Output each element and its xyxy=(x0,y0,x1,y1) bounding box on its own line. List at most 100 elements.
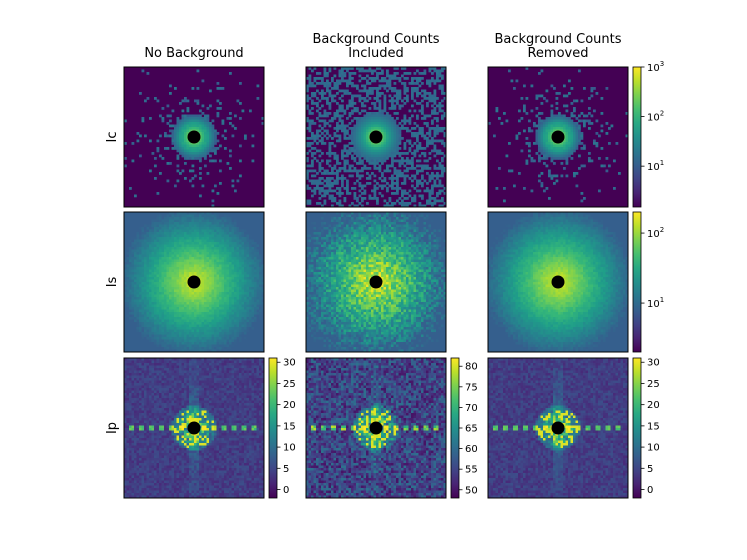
heatmap-cell xyxy=(184,257,187,260)
heatmap-cell xyxy=(306,152,309,155)
heatmap-cell xyxy=(196,119,200,123)
heatmap-cell xyxy=(438,104,442,108)
heatmap-cell xyxy=(124,119,127,123)
heatmap-cell xyxy=(226,259,230,263)
heatmap-cell xyxy=(361,134,364,138)
heatmap-cell xyxy=(174,249,177,253)
heatmap-cell xyxy=(156,307,160,310)
heatmap-cell xyxy=(373,107,377,110)
heatmap-cell xyxy=(216,242,220,245)
heatmap-cell xyxy=(211,247,215,250)
heatmap-cell xyxy=(199,117,202,120)
heatmap-cell xyxy=(254,252,257,255)
heatmap-cell xyxy=(154,212,157,215)
heatmap-cell xyxy=(313,77,317,80)
heatmap-cell xyxy=(406,192,409,195)
heatmap-cell xyxy=(373,144,377,148)
heatmap-cell xyxy=(416,164,419,168)
heatmap-cell xyxy=(239,272,242,275)
heatmap-cell xyxy=(373,114,377,118)
heatmap-cell xyxy=(398,107,402,110)
heatmap-cell xyxy=(368,69,372,73)
heatmap-cell xyxy=(259,314,262,318)
heatmap-cell xyxy=(154,252,157,255)
heatmap-cell xyxy=(134,287,137,290)
heatmap-cell xyxy=(166,224,170,228)
heatmap-cell xyxy=(393,154,397,158)
heatmap-cell xyxy=(423,69,427,73)
heatmap-cell xyxy=(209,314,212,318)
heatmap-cell xyxy=(164,314,167,318)
heatmap-cell xyxy=(523,84,526,88)
heatmap-cell xyxy=(139,279,142,283)
masked-center xyxy=(551,130,565,144)
heatmap-cell xyxy=(428,134,432,138)
heatmap-cell xyxy=(124,297,127,300)
heatmap-cell xyxy=(236,282,240,285)
heatmap-cell xyxy=(141,282,145,285)
heatmap-cell xyxy=(219,227,222,230)
heatmap-cell xyxy=(428,69,432,73)
heatmap-cell xyxy=(176,122,180,125)
heatmap-cell xyxy=(169,134,172,138)
heatmap-cell xyxy=(346,152,349,155)
heatmap-cell xyxy=(423,179,427,183)
heatmap-cell xyxy=(199,269,202,273)
masked-center xyxy=(187,130,201,144)
heatmap-cell xyxy=(383,132,387,135)
heatmap-cell xyxy=(199,237,202,240)
heatmap-cell xyxy=(525,67,529,70)
heatmap-cell xyxy=(353,147,357,150)
heatmap-cell xyxy=(181,254,185,258)
heatmap-cell xyxy=(129,287,132,290)
heatmap-cell xyxy=(166,219,170,223)
heatmap-cell xyxy=(249,232,252,235)
heatmap-cell xyxy=(256,212,260,215)
heatmap-cell xyxy=(199,262,202,265)
heatmap-cell xyxy=(184,319,187,323)
heatmap-cell xyxy=(226,227,230,230)
heatmap-cell xyxy=(189,257,192,260)
heatmap-cell xyxy=(216,289,220,293)
heatmap-cell xyxy=(381,77,384,80)
heatmap-cell xyxy=(171,319,175,323)
heatmap-cell xyxy=(376,74,379,78)
heatmap-cell xyxy=(169,84,172,88)
heatmap-cell xyxy=(131,214,135,218)
heatmap-cell xyxy=(244,219,247,223)
heatmap-cell xyxy=(194,239,197,243)
heatmap-cell xyxy=(126,272,130,275)
heatmap-cell xyxy=(575,117,579,120)
heatmap-cell xyxy=(201,112,205,115)
heatmap-cell xyxy=(311,69,314,73)
heatmap-cell xyxy=(149,272,152,275)
heatmap-cell xyxy=(348,77,352,80)
heatmap-cell xyxy=(169,252,172,255)
heatmap-cell xyxy=(126,279,130,283)
heatmap-cell xyxy=(181,289,185,293)
heatmap-cell xyxy=(176,232,180,235)
heatmap-cell xyxy=(161,239,165,243)
heatmap-cell xyxy=(438,87,442,90)
heatmap-cell xyxy=(368,149,372,153)
heatmap-cell xyxy=(156,274,160,278)
heatmap-cell xyxy=(398,139,402,143)
heatmap-cell xyxy=(211,219,215,223)
heatmap-cell xyxy=(431,72,434,75)
heatmap-cell xyxy=(186,267,190,270)
heatmap-cell xyxy=(136,317,140,320)
heatmap-cell xyxy=(224,214,227,218)
heatmap-cell xyxy=(259,237,262,240)
heatmap-cell xyxy=(356,204,359,208)
heatmap-cell xyxy=(361,77,364,80)
heatmap-cell xyxy=(256,214,260,218)
heatmap-cell xyxy=(206,287,210,290)
heatmap-cell xyxy=(164,247,167,250)
heatmap-cell xyxy=(204,234,207,238)
heatmap-cell xyxy=(181,252,185,255)
heatmap-cell xyxy=(433,139,437,143)
heatmap-cell xyxy=(189,264,192,268)
heatmap-cell xyxy=(199,137,202,140)
heatmap-cell xyxy=(376,92,379,95)
heatmap-cell xyxy=(224,302,227,305)
